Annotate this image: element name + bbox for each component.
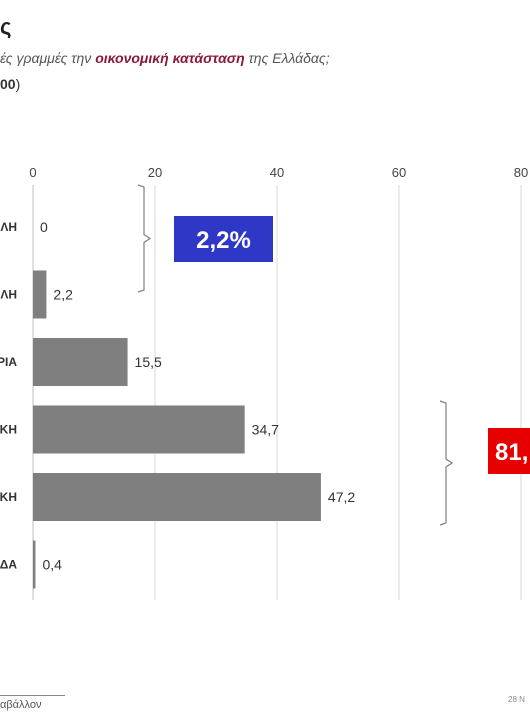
category-label: ΚΗ [0,423,17,437]
value-label: 47,2 [328,489,355,505]
annotation-box [488,428,530,474]
category-label: ΛΗ [0,220,17,234]
chart-subtitle: ές γραμμές την οικονομική κατάσταση της … [0,50,330,66]
x-tick-label: 80 [514,165,528,180]
bar [33,338,128,386]
x-tick-label: 0 [29,165,36,180]
footer-date: 28 Ν [508,695,525,704]
subtitle-start: ές γραμμές την [0,50,96,66]
bar [33,405,245,454]
x-tick-label: 20 [148,165,162,180]
category-label: ΔΑ [0,558,17,572]
category-label: ΚΗ [0,490,17,504]
group-brace [439,400,454,526]
bar [33,473,321,521]
value-label: 34,7 [252,422,279,438]
chart-title: ς [0,14,12,39]
bar [33,270,47,319]
sample-base-close: ) [15,76,21,92]
sample-base: 00) [0,76,20,92]
bar [33,540,36,589]
category-label: ΡΙΑ [0,355,17,369]
sample-base-number: 00 [0,76,16,92]
group-brace [137,184,152,293]
subtitle-end: της Ελλάδας; [244,50,330,66]
annotation-label: 81, [495,439,528,466]
x-tick-label: 60 [392,165,406,180]
value-label: 0,4 [42,557,62,573]
x-tick-label: 40 [270,165,284,180]
category-label: ΛΗ [0,288,17,302]
footer-divider [0,695,65,696]
value-label: 2,2 [53,287,73,303]
footnote: αβάλλον [0,699,42,711]
value-label: 0 [40,219,48,235]
annotation-label: 2,2% [196,227,251,254]
subtitle-highlight: οικονομική κατάσταση [95,50,245,66]
annotation-box [174,216,273,262]
value-label: 15,5 [135,354,162,370]
